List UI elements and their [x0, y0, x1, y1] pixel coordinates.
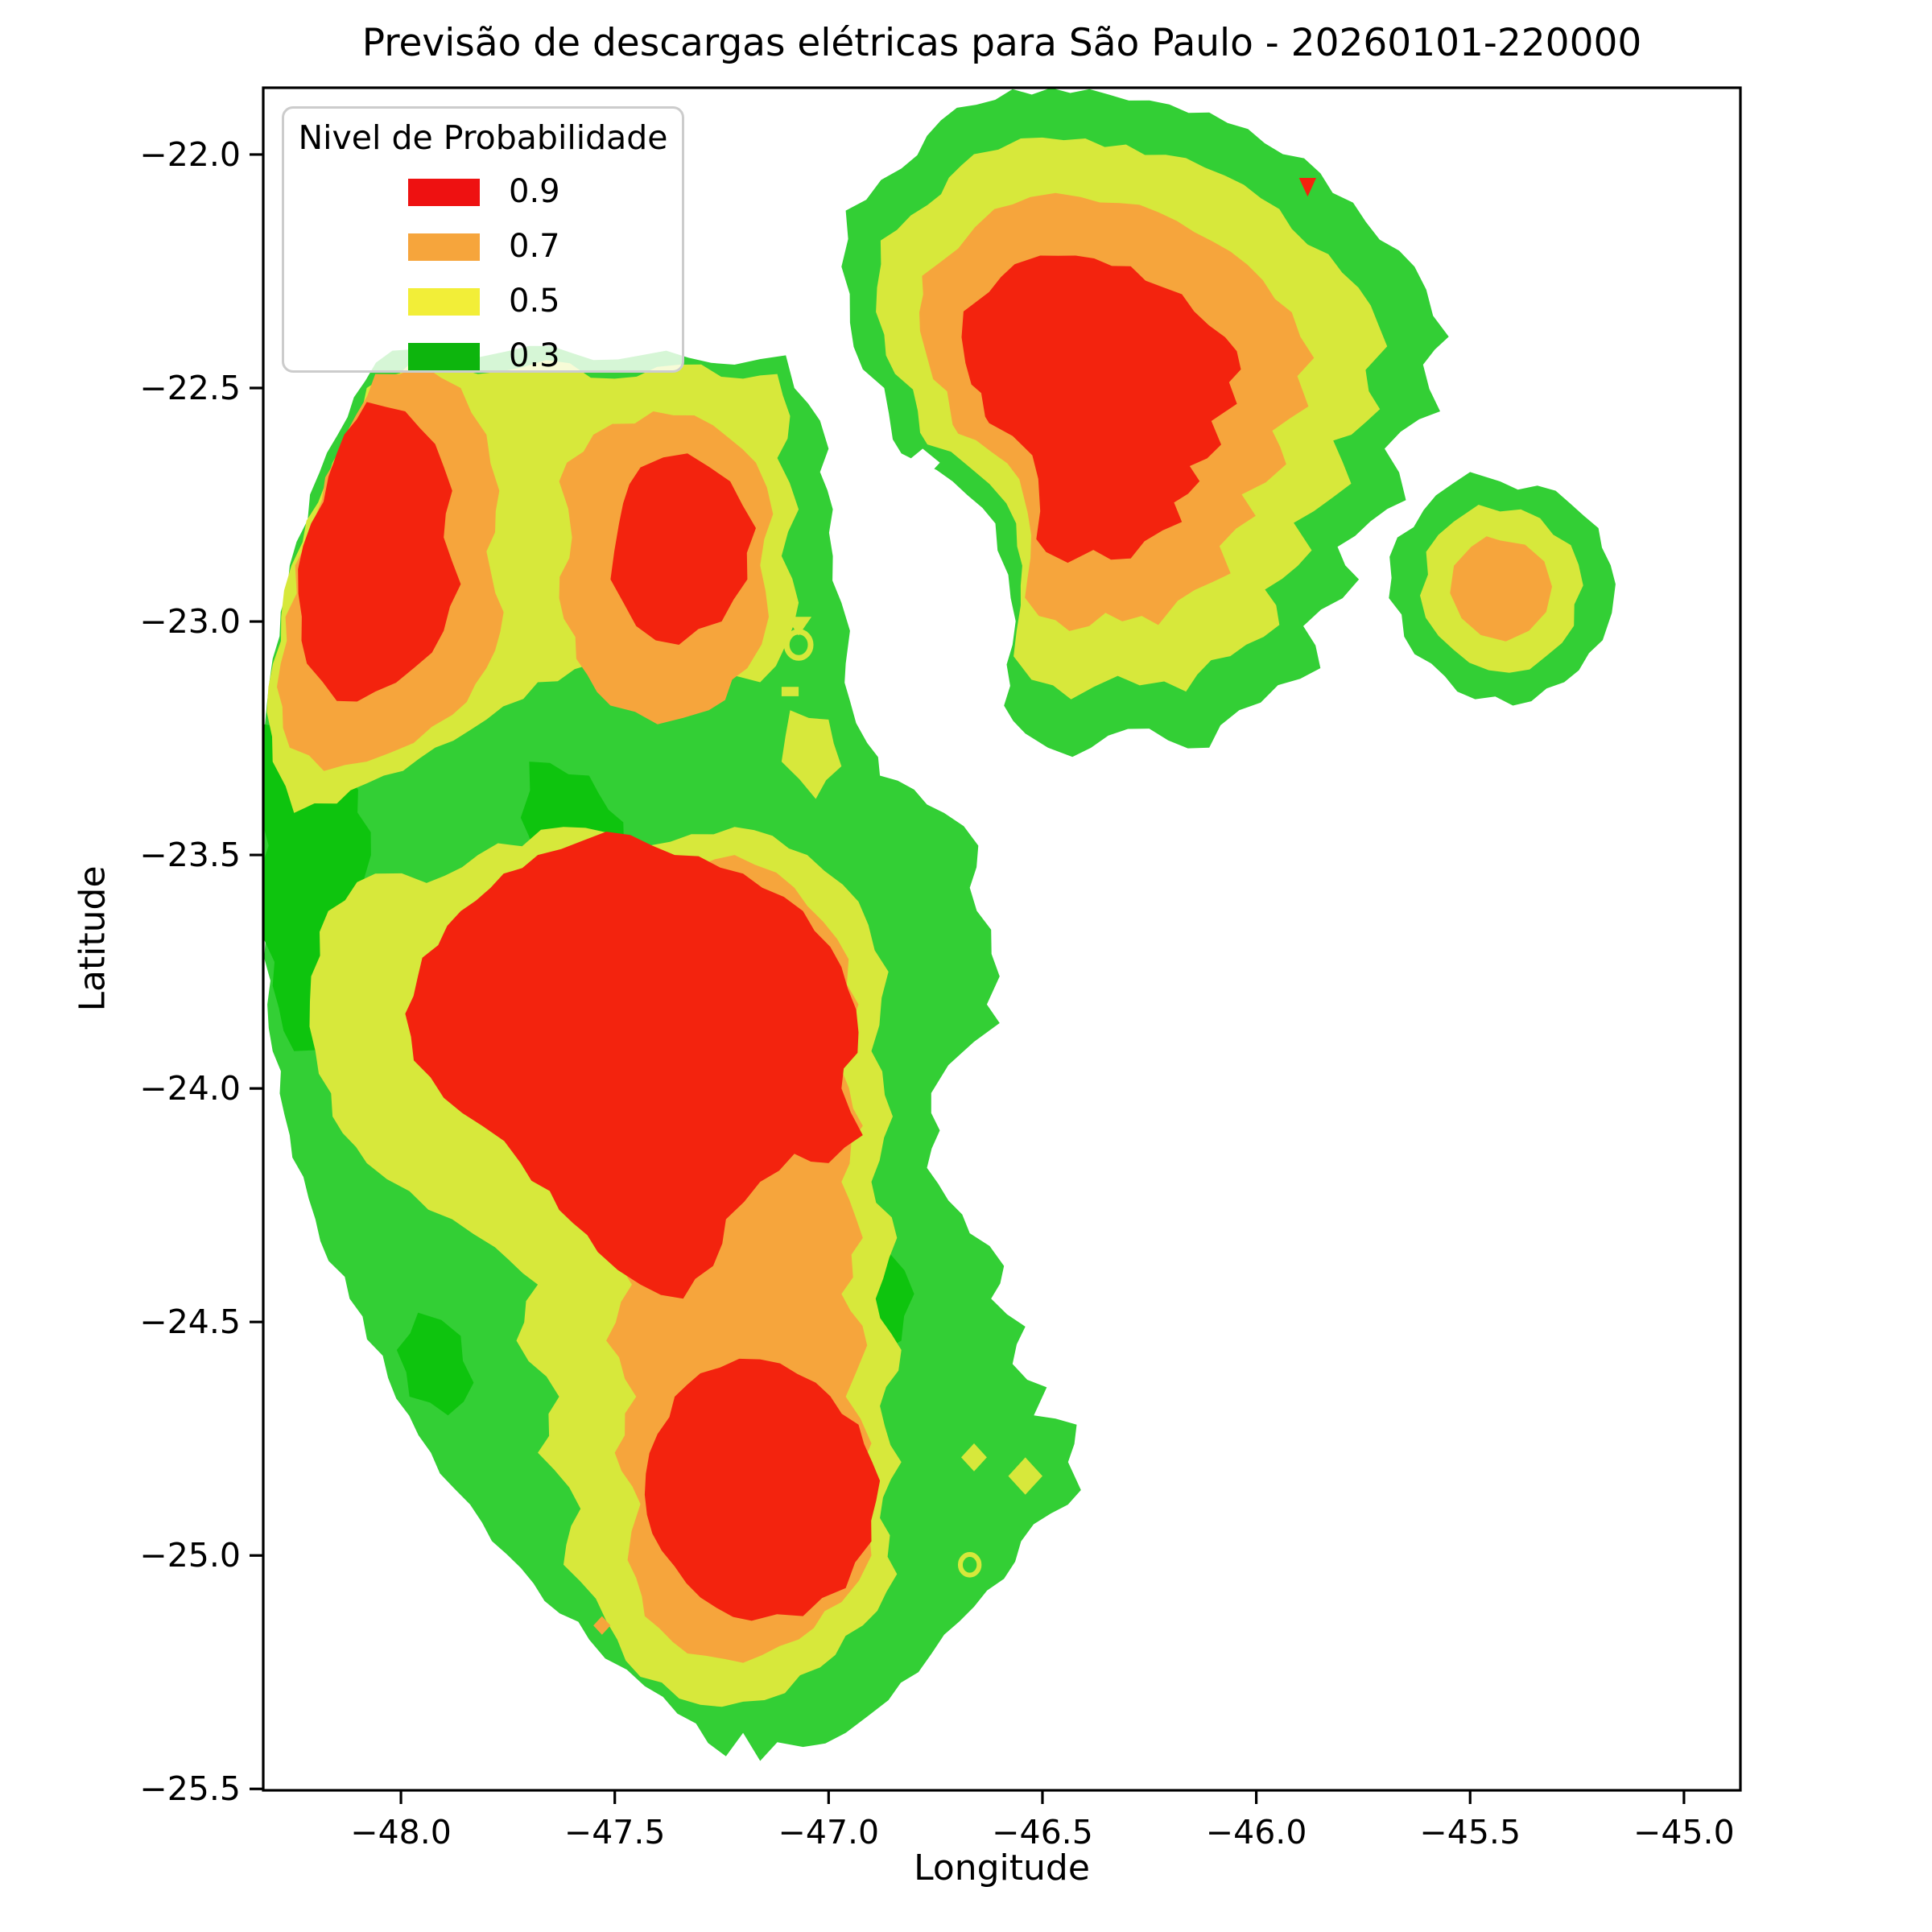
south-red-core — [644, 1358, 881, 1621]
dark-green-patch-southwest — [396, 1312, 474, 1416]
y-tick-label: −25.0 — [139, 1536, 241, 1575]
y-tick-label: −23.0 — [139, 602, 241, 642]
legend-swatch — [408, 233, 480, 261]
yellow-dash — [781, 687, 799, 696]
lime-patch-finger-base — [781, 710, 842, 799]
north-red-core — [610, 453, 756, 645]
northeast-white-hole — [906, 448, 940, 481]
x-tick-label: −48.0 — [350, 1813, 452, 1852]
x-tick-label: −45.5 — [1419, 1813, 1521, 1852]
yellow-triangle-marker — [786, 617, 812, 636]
y-tick-label: −24.5 — [139, 1302, 241, 1342]
northwest-red-core — [298, 402, 461, 702]
y-tick-label: −24.0 — [139, 1069, 241, 1108]
x-tick-label: −46.5 — [992, 1813, 1093, 1852]
yellow-ring-marker-south — [957, 1552, 982, 1578]
legend-entry: 0.5 — [408, 283, 682, 320]
legend-swatch — [408, 178, 480, 206]
legend-entry: 0.7 — [408, 228, 682, 265]
y-tick-label: −23.5 — [139, 836, 241, 875]
y-tick-label: −22.5 — [139, 368, 241, 407]
northeast-storm-level-3 — [961, 255, 1241, 564]
chart-title: Previsão de descargas elétricas para São… — [361, 21, 1642, 65]
y-tick-label: −22.0 — [139, 134, 241, 174]
legend-swatch — [408, 342, 480, 370]
legend-entry-label: 0.7 — [509, 228, 560, 265]
northeast-red-speck — [1298, 178, 1316, 197]
x-tick-label: −45.0 — [1633, 1813, 1735, 1852]
legend: Nivel de Probabilidade 0.9 0.7 0.5 0.3 — [282, 106, 684, 373]
x-axis-label: Longitude — [914, 1847, 1090, 1889]
y-tick-label: −25.5 — [139, 1769, 241, 1809]
legend-rows: 0.9 0.7 0.5 0.3 — [284, 173, 682, 374]
legend-entry-label: 0.3 — [509, 337, 560, 374]
x-tick-label: −47.0 — [778, 1813, 880, 1852]
legend-entry-label: 0.5 — [509, 283, 560, 320]
orange-diamond — [593, 1616, 611, 1635]
legend-swatch — [408, 287, 480, 316]
x-tick-label: −46.0 — [1205, 1813, 1307, 1852]
yellow-diamond-1 — [961, 1443, 987, 1472]
legend-entry-label: 0.9 — [509, 173, 560, 210]
legend-entry: 0.9 — [408, 173, 682, 210]
yellow-diamond-2 — [1008, 1457, 1042, 1495]
central-red-core — [405, 832, 863, 1299]
legend-title: Nivel de Probabilidade — [298, 118, 668, 157]
y-axis-label: Latitude — [72, 865, 114, 1012]
legend-entry: 0.3 — [408, 337, 682, 374]
x-tick-label: −47.5 — [564, 1813, 666, 1852]
east-cell-level-2 — [1450, 536, 1552, 642]
plot-border — [262, 86, 1742, 1792]
